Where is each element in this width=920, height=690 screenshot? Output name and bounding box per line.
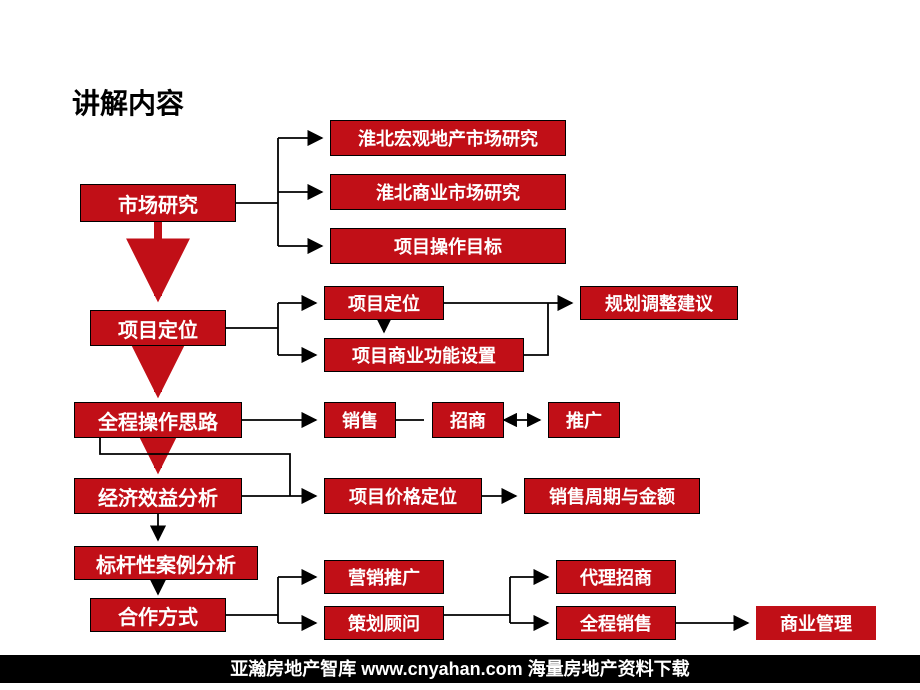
node-n_plan: 规划调整建议 [580,286,738,320]
node-n_oper: 全程操作思路 [74,402,242,438]
node-n_cycle: 销售周期与金额 [524,478,700,514]
node-n_bench: 标杆性案例分析 [74,546,258,580]
node-n_promo: 推广 [548,402,620,438]
node-n_mkt: 营销推广 [324,560,444,594]
node-n_r1: 淮北宏观地产市场研究 [330,120,566,156]
node-n_plan2: 策划顾问 [324,606,444,640]
node-n_agent: 代理招商 [556,560,676,594]
node-n_r3: 项目操作目标 [330,228,566,264]
node-n_inv: 招商 [432,402,504,438]
footer-text: 亚瀚房地产智库 www.cnyahan.com 海量房地产资料下载 [0,655,920,683]
flowchart-canvas: 讲解内容 市场研究淮北宏观地产市场研究淮北商业市场研究项目操作目标项目定位项目定… [0,0,920,690]
node-n_full: 全程销售 [556,606,676,640]
node-n_func: 项目商业功能设置 [324,338,524,372]
node-n_coop: 合作方式 [90,598,226,632]
node-n_sale: 销售 [324,402,396,438]
node-n_posL: 项目定位 [90,310,226,346]
edge [524,303,548,355]
chart-title: 讲解内容 [72,82,184,122]
node-n_r2: 淮北商业市场研究 [330,174,566,210]
node-n_posR: 项目定位 [324,286,444,320]
node-n_market: 市场研究 [80,184,236,222]
node-n_econ: 经济效益分析 [74,478,242,514]
node-n_bizmgt: 商业管理 [756,606,876,640]
node-n_price: 项目价格定位 [324,478,482,514]
